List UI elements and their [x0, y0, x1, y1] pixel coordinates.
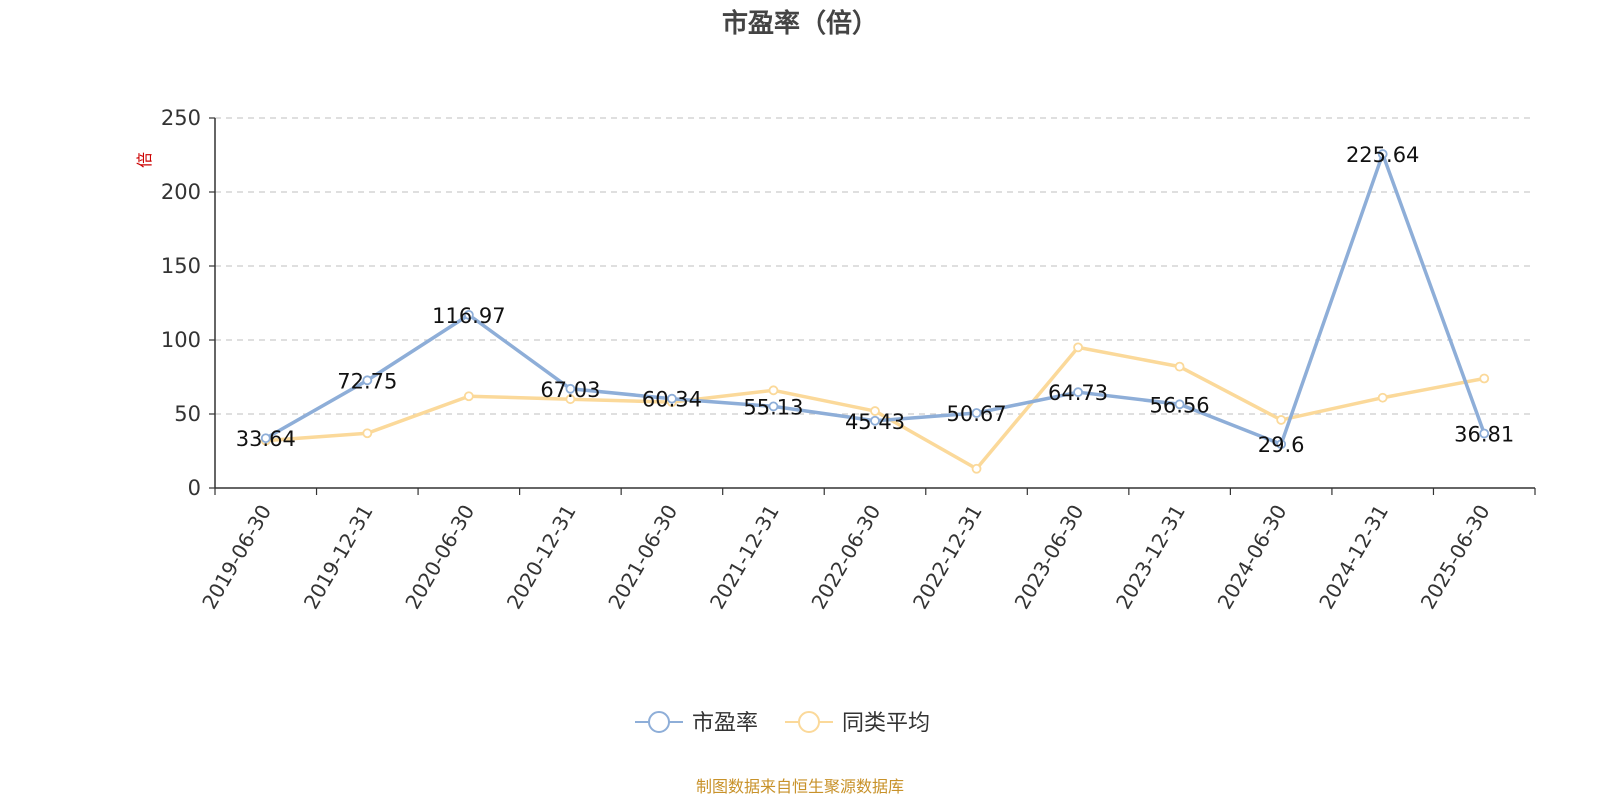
legend-item-1[interactable]: 同类平均 — [785, 711, 930, 736]
data-label: 45.43 — [845, 410, 905, 434]
series-0-point — [768, 401, 779, 412]
data-labels: 33.64 72.75 116.97 67.03 60.34 55.13 45.43 50.6… — [236, 143, 1515, 457]
data-label: 50.67 — [946, 402, 1006, 426]
series-1-point — [362, 428, 373, 439]
series-0-point — [1073, 387, 1083, 398]
series-1-point — [1174, 361, 1185, 372]
legend-marker — [798, 711, 820, 733]
series-1-point — [1377, 392, 1388, 403]
data-label: 225.64 — [1346, 143, 1419, 167]
data-label: 72.75 — [337, 369, 397, 393]
series-0-point — [870, 415, 880, 426]
data-label: 29.6 — [1258, 433, 1305, 457]
series-0-point — [667, 393, 677, 404]
data-label: 60.34 — [642, 388, 702, 412]
y-tick-label: 250 — [161, 106, 201, 130]
data-source-note: 制图数据来自恒生聚源数据库 — [696, 777, 904, 796]
series-1-point — [565, 394, 576, 405]
x-tick-label: 2025-06-30 — [1416, 501, 1495, 614]
series-1-point — [463, 391, 474, 402]
series-1-point — [870, 406, 880, 416]
y-tick-label: 150 — [161, 254, 201, 278]
series-0-point — [463, 309, 474, 320]
chart-title: 市盈率（倍） — [722, 8, 878, 39]
x-tick-label: 2021-06-30 — [603, 501, 682, 614]
data-label: 33.64 — [236, 427, 296, 451]
series-1-point — [768, 385, 779, 396]
x-tick-label: 2019-06-30 — [197, 501, 276, 614]
series-1-point — [1479, 373, 1490, 384]
data-label: 36.81 — [1454, 423, 1514, 447]
series-0-point — [1174, 399, 1185, 410]
legend-marker — [648, 711, 670, 733]
series-0-point — [260, 433, 271, 444]
x-tick-label: 2023-06-30 — [1010, 501, 1089, 614]
legend[interactable]: 市盈率 同类平均 — [635, 711, 930, 736]
x-tick-label: 2020-06-30 — [400, 501, 479, 614]
data-label: 116.97 — [432, 304, 505, 328]
axes: 0 50 100 150 200 250 2019-06-30 2019-12-31 2020-… — [161, 106, 1536, 614]
series-0-point — [1377, 149, 1388, 159]
series-0-point — [565, 383, 576, 394]
series-lines — [260, 149, 1490, 474]
series-1-point — [971, 463, 982, 474]
series-0-point — [1479, 428, 1490, 439]
x-tick-label: 2023-12-31 — [1111, 501, 1190, 614]
x-tick-label: 2021-12-31 — [705, 501, 784, 614]
legend-label: 同类平均 — [842, 711, 930, 736]
series-0-point — [362, 375, 373, 386]
grid-lines — [215, 117, 1535, 415]
series-line-0 — [264, 152, 1486, 446]
x-tick-label: 2022-06-30 — [806, 501, 885, 614]
y-tick-label: 100 — [161, 328, 201, 352]
x-tick-label: 2020-12-31 — [502, 501, 581, 614]
data-label: 56.56 — [1150, 393, 1210, 417]
x-tick-label: 2024-06-30 — [1213, 501, 1292, 614]
series-1-point — [1276, 415, 1287, 425]
data-label: 64.73 — [1048, 381, 1108, 405]
legend-item-0[interactable]: 市盈率 — [635, 711, 758, 736]
series-0-point — [1276, 439, 1287, 450]
series-1-point — [1073, 342, 1083, 353]
x-tick-label: 2022-12-31 — [908, 501, 987, 614]
data-label: 55.13 — [743, 395, 803, 419]
series-0-point — [971, 408, 982, 418]
y-tick-label: 0 — [188, 476, 201, 500]
data-label: 67.03 — [540, 378, 600, 402]
y-tick-label: 50 — [174, 402, 201, 426]
y-tick-label: 200 — [161, 180, 201, 204]
x-tick-label: 2024-12-31 — [1314, 501, 1393, 614]
legend-label: 市盈率 — [692, 711, 758, 736]
x-tick-label: 2019-12-31 — [299, 501, 378, 614]
y-axis-unit-label: 倍 — [135, 152, 154, 168]
